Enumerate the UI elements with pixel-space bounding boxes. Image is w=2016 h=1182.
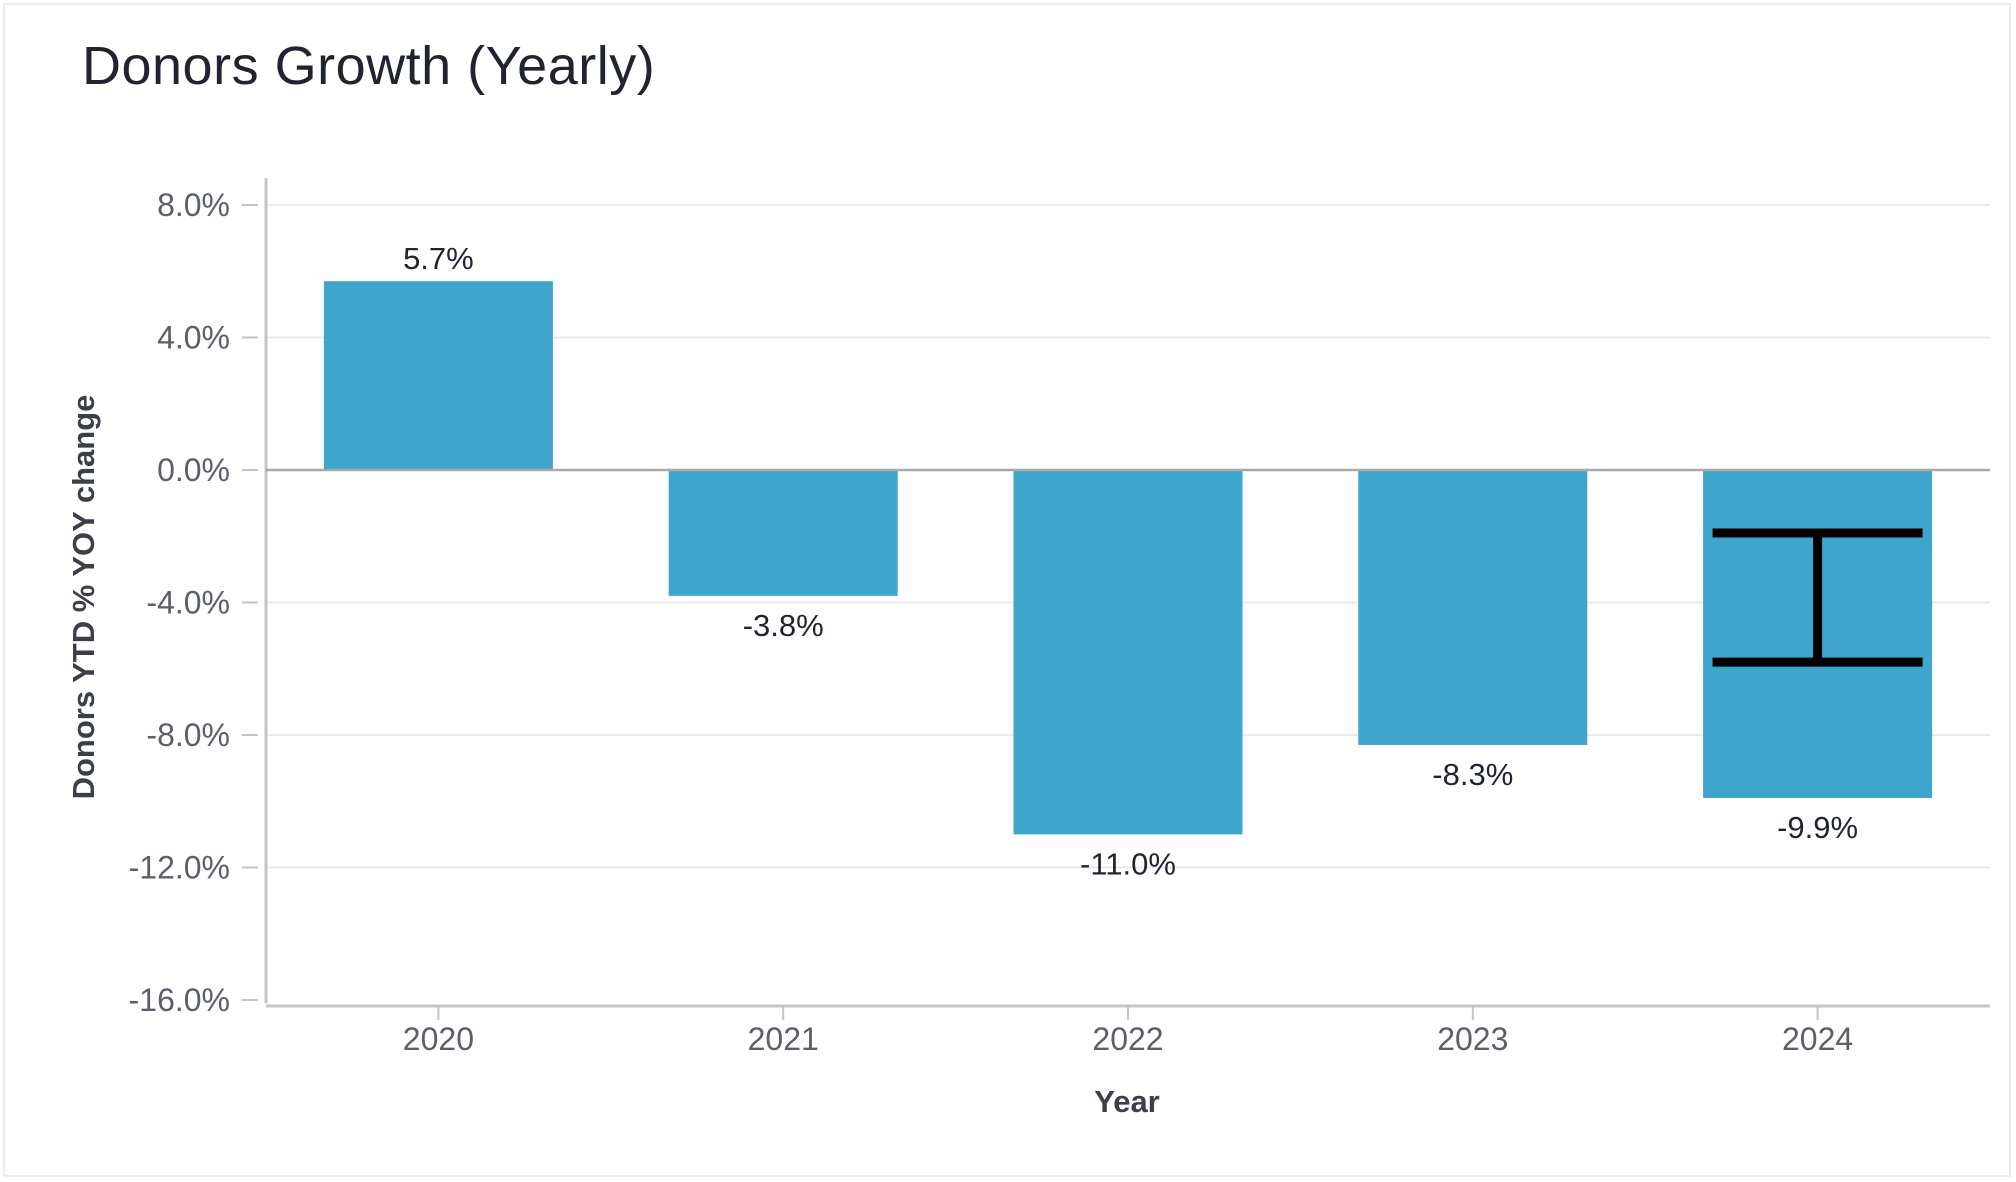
bar-2022 bbox=[1013, 470, 1243, 835]
value-label-2022: -11.0% bbox=[1080, 846, 1176, 881]
bar-2020 bbox=[323, 281, 553, 470]
y-tick-label: 4.0% bbox=[157, 320, 230, 356]
x-tick-label: 2024 bbox=[1782, 1021, 1853, 1057]
bars bbox=[323, 281, 1933, 835]
value-label-2023: -8.3% bbox=[1432, 757, 1513, 792]
value-label-2021: -3.8% bbox=[743, 608, 824, 643]
value-label-2024: -9.9% bbox=[1777, 810, 1858, 845]
x-tick-label: 2022 bbox=[1092, 1021, 1163, 1057]
y-axis-title: Donors YTD % YOY change bbox=[66, 395, 101, 800]
x-tick-label: 2021 bbox=[748, 1021, 819, 1057]
axes: 8.0% 4.0% 0.0% -4.0% -8.0% -12.0% -16.0% 2020 20… bbox=[129, 178, 1990, 1057]
chart-title: Donors Growth (Yearly) bbox=[82, 36, 656, 96]
y-tick-label: -4.0% bbox=[146, 585, 230, 621]
y-tick-label: -8.0% bbox=[146, 717, 230, 753]
x-axis-title: Year bbox=[1094, 1084, 1160, 1119]
value-label-2020: 5.7% bbox=[403, 241, 474, 276]
bar-2021 bbox=[668, 470, 898, 596]
chart-card: Donors Growth (Yearly) bbox=[3, 3, 2011, 1177]
bar-2023 bbox=[1358, 470, 1588, 745]
data-labels: 5.7% -3.8% -11.0% -8.3% -9.9% bbox=[403, 241, 1858, 881]
y-tick-label: 8.0% bbox=[157, 187, 230, 223]
x-tick-label: 2023 bbox=[1437, 1021, 1508, 1057]
x-tick-label: 2020 bbox=[403, 1021, 474, 1057]
y-tick-label: -12.0% bbox=[129, 850, 230, 886]
error-bars bbox=[1712, 528, 1923, 667]
y-tick-label: 0.0% bbox=[157, 452, 230, 488]
y-tick-label: -16.0% bbox=[129, 982, 230, 1018]
